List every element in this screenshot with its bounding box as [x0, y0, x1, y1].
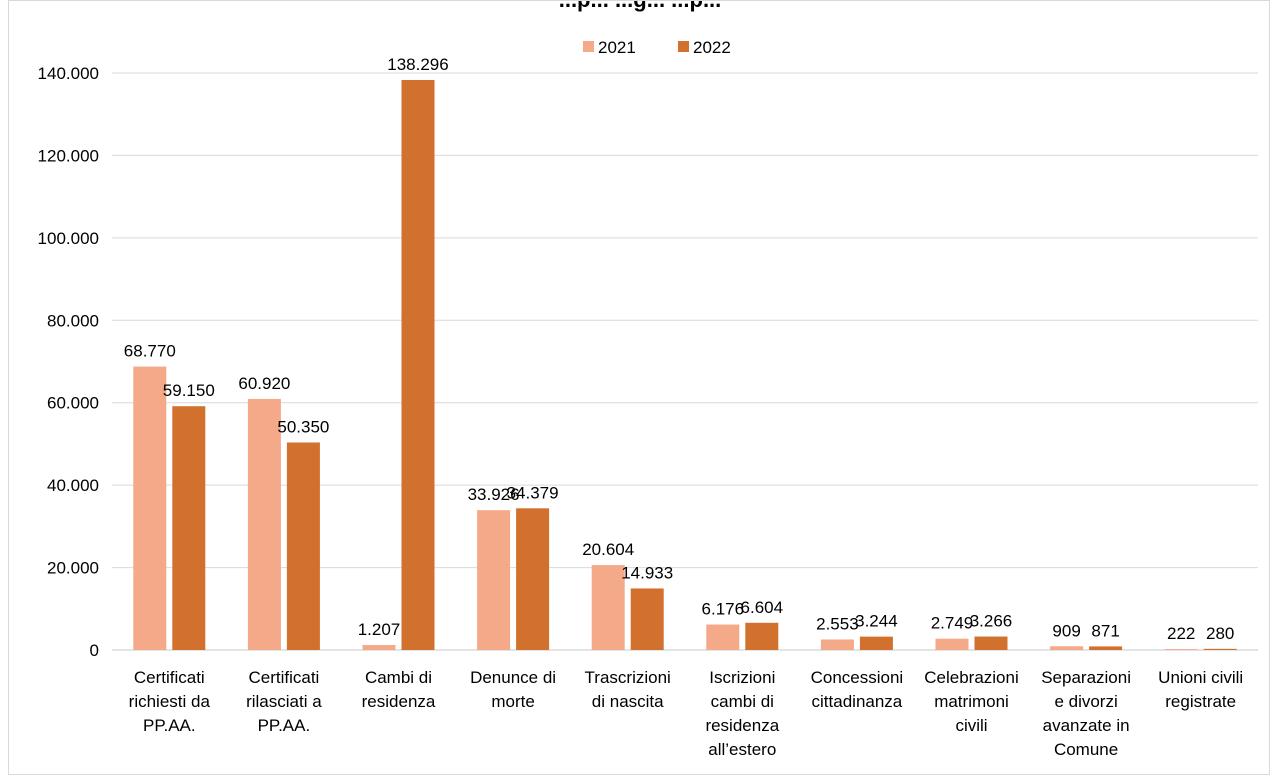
- bar-2022: [1089, 646, 1123, 650]
- y-tick-label: 120.000: [38, 146, 99, 165]
- x-category-label: Denunce di: [470, 668, 556, 687]
- bar-2021: [362, 645, 396, 650]
- bar-2022: [286, 442, 320, 650]
- data-label: 6.176: [702, 600, 745, 619]
- data-label: 14.933: [621, 563, 673, 582]
- bar-2021: [591, 565, 625, 650]
- x-category-label: registrate: [1165, 692, 1236, 711]
- bar-2022: [974, 636, 1008, 650]
- x-category-label: Separazioni: [1041, 668, 1131, 687]
- y-tick-label: 40.000: [47, 476, 99, 495]
- data-label: 60.920: [238, 374, 290, 393]
- x-category-label: cittadinanza: [812, 692, 903, 711]
- data-label: 138.296: [387, 55, 448, 74]
- bar-2021: [477, 510, 511, 650]
- x-category-label: Unioni civili: [1158, 668, 1243, 687]
- bar-2021: [247, 398, 281, 650]
- bar-2022: [401, 80, 435, 651]
- y-tick-label: 80.000: [47, 311, 99, 330]
- data-label: 6.604: [741, 598, 784, 617]
- y-tick-label: 0: [90, 641, 99, 660]
- x-category-label: matrimoni: [934, 692, 1009, 711]
- x-category-label: Iscrizioni: [709, 668, 775, 687]
- x-category-label: richiesti da: [129, 692, 211, 711]
- x-category-label: Celebrazioni: [924, 668, 1019, 687]
- y-tick-label: 140.000: [38, 64, 99, 83]
- y-tick-label: 100.000: [38, 229, 99, 248]
- bar-2021: [1164, 649, 1198, 650]
- x-category-label: Concessioni: [811, 668, 904, 687]
- data-label: 50.350: [277, 417, 329, 436]
- x-category-label: residenza: [705, 716, 779, 735]
- data-label: 59.150: [163, 381, 215, 400]
- data-label: 3.266: [970, 612, 1013, 631]
- bar-2021: [133, 366, 167, 650]
- x-category-label: e divorzi: [1054, 692, 1117, 711]
- chart-frame: ...p... ...g... ...p... 0 20.000 40.000 60.…: [8, 0, 1270, 775]
- x-category-label: civili: [955, 716, 987, 735]
- x-category-label: morte: [491, 692, 534, 711]
- legend-label: 2021: [598, 38, 636, 57]
- x-category-label: residenza: [362, 692, 436, 711]
- data-label: 2.553: [816, 614, 859, 633]
- bar-2021: [706, 624, 740, 650]
- x-category-label: Certificati: [248, 668, 319, 687]
- x-category-label: di nascita: [592, 692, 664, 711]
- legend-swatch-2021: [583, 41, 594, 52]
- x-category-label: Cambi di: [365, 668, 432, 687]
- bar-2021: [935, 638, 969, 650]
- bar-2022: [630, 588, 664, 650]
- bar-2021: [820, 639, 854, 650]
- x-category-label: Certificati: [134, 668, 205, 687]
- data-label: 33.926: [468, 485, 520, 504]
- data-label: 1.207: [358, 620, 401, 639]
- x-category-label: rilasciati a: [246, 692, 322, 711]
- x-category-label: PP.AA.: [143, 716, 196, 735]
- data-label: 871: [1091, 621, 1119, 640]
- x-category-label: Comune: [1054, 740, 1118, 759]
- bar-2022: [516, 508, 550, 650]
- data-label: 280: [1206, 624, 1234, 643]
- data-label: 3.244: [855, 612, 898, 631]
- y-tick-label: 20.000: [47, 559, 99, 578]
- x-category-label: Trascrizioni: [585, 668, 671, 687]
- bar-2022: [859, 636, 893, 650]
- bar-2022: [745, 622, 779, 650]
- data-label: 68.770: [124, 342, 176, 361]
- data-label: 909: [1052, 621, 1080, 640]
- y-tick-label: 60.000: [47, 394, 99, 413]
- bar-2022: [172, 406, 206, 650]
- legend-swatch-2022: [678, 41, 689, 52]
- x-category-label: cambi di: [711, 692, 774, 711]
- bar-2022: [1203, 648, 1237, 650]
- chart-title: ...p... ...g... ...p...: [9, 1, 1269, 13]
- data-label: 222: [1167, 624, 1195, 643]
- bar-chart: 0 20.000 40.000 60.000 80.000 100.000 120.000 1…: [38, 38, 1258, 759]
- data-label: 34.379: [507, 483, 559, 502]
- x-category-label: avanzate in: [1043, 716, 1130, 735]
- data-label: 20.604: [582, 540, 634, 559]
- data-label: 2.749: [931, 614, 974, 633]
- x-category-label: all’estero: [708, 740, 776, 759]
- bar-2021: [1050, 646, 1084, 650]
- x-category-label: PP.AA.: [258, 716, 311, 735]
- legend-label: 2022: [693, 38, 731, 57]
